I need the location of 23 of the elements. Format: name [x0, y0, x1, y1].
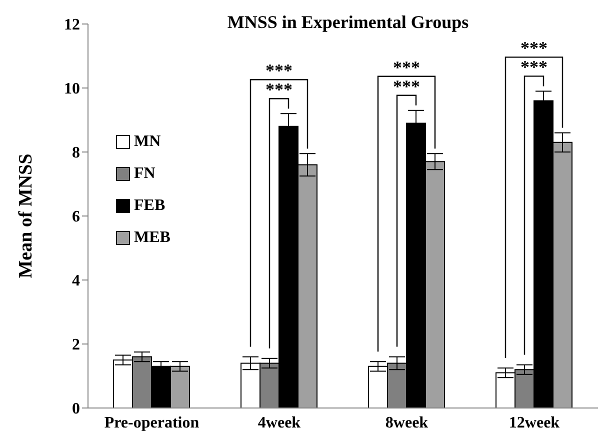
annotation: ***: [520, 38, 548, 58]
annotation: ***: [520, 57, 548, 78]
x-tick-label: 12week: [508, 414, 560, 432]
legend-label: FEB: [134, 197, 166, 215]
annotation: ***: [393, 57, 420, 78]
y-axis-title: Mean of MNSS: [16, 154, 37, 278]
annotation: ***: [266, 60, 292, 81]
y-tick-label: 6: [72, 208, 80, 226]
annotation: ***: [266, 80, 292, 100]
y-tick-label: 10: [64, 80, 80, 98]
annotation: ***: [393, 76, 420, 96]
x-tick-label: 8week: [385, 414, 428, 432]
x-tick-label: Pre-operation: [104, 414, 200, 432]
y-tick-label: 4: [72, 272, 80, 290]
chart-title: MNSS in Experimental Groups: [227, 12, 469, 32]
y-tick-label: 0: [72, 400, 80, 418]
x-tick-label: 4week: [258, 414, 301, 432]
legend-label: MEB: [134, 229, 170, 247]
legend-label: FN: [134, 165, 156, 183]
y-tick-label: 2: [72, 336, 80, 354]
y-tick-label: 8: [72, 144, 80, 162]
legend-label: MN: [134, 133, 161, 151]
y-tick-label: 12: [64, 16, 80, 34]
